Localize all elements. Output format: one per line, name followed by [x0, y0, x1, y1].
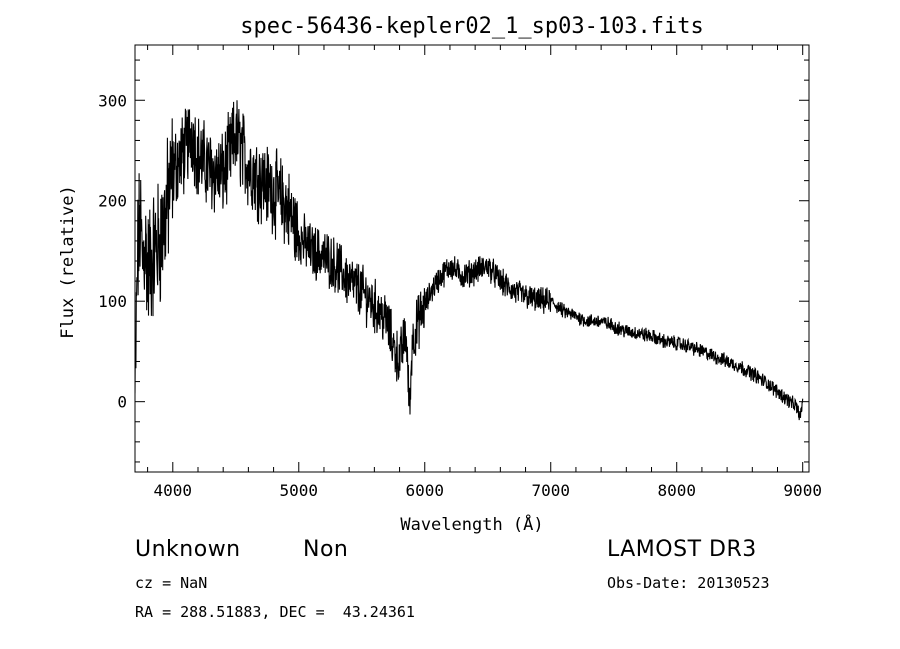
chart-title: spec-56436-kepler02_1_sp03-103.fits: [240, 14, 704, 39]
x-tick-label: 6000: [405, 481, 444, 500]
x-axis-label: Wavelength (Å): [400, 513, 543, 535]
x-tick-label: 7000: [531, 481, 570, 500]
survey-label: LAMOST DR3: [607, 537, 757, 562]
y-tick-label: 300: [98, 91, 127, 110]
x-tick-label: 5000: [280, 481, 319, 500]
redshift-label: cz = NaN: [135, 574, 208, 592]
x-tick-label: 4000: [154, 481, 193, 500]
x-tick-label: 8000: [657, 481, 696, 500]
plot-area: [135, 100, 804, 421]
y-tick-label: 0: [117, 393, 127, 412]
spectrum-line: [135, 100, 804, 421]
object-class-label: Unknown: [135, 537, 241, 562]
y-axis-label: Flux (relative): [58, 185, 78, 339]
obs-date-label: Obs-Date: 20130523: [607, 574, 770, 592]
y-tick-label: 200: [98, 192, 127, 211]
subclass-label: Non: [303, 537, 349, 562]
coordinates-label: RA = 288.51883, DEC = 43.24361: [135, 603, 415, 621]
y-tick-label: 100: [98, 292, 127, 311]
plot-frame: [134, 44, 810, 473]
axes: 4000 5000 6000 7000 8000 9000 0 100 200 300: [98, 44, 822, 500]
x-tick-label: 9000: [783, 481, 822, 500]
